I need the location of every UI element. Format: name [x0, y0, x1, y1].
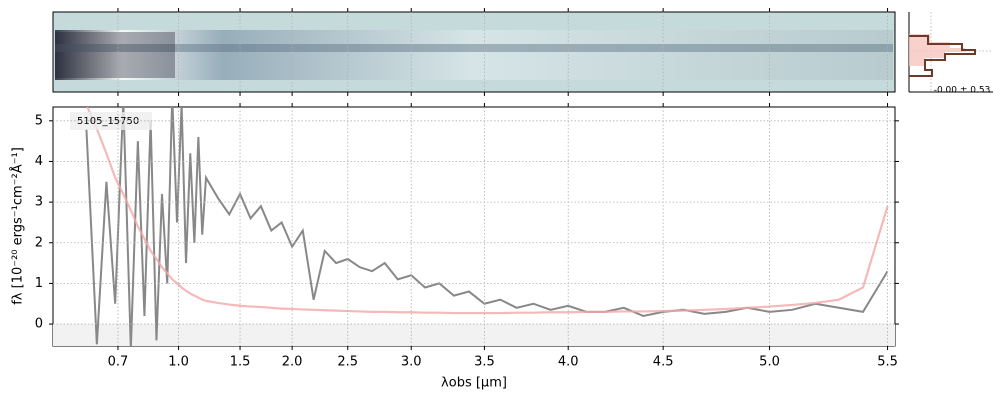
- y-tick-label: 2: [35, 235, 43, 250]
- x-tick-label: 3.5: [474, 355, 495, 370]
- series-line: [85, 107, 889, 346]
- x-tick-label: 3.0: [401, 355, 422, 370]
- object-label: 5105_15750: [77, 116, 139, 127]
- x-tick-label: 1.5: [230, 355, 251, 370]
- x-tick-label: 5.0: [759, 355, 780, 370]
- negative-band: [53, 324, 895, 346]
- x-axis-label: λobs [μm]: [441, 376, 507, 391]
- spectrum-2d-panel: [52, 11, 896, 93]
- x-tick-label: 1.0: [168, 355, 189, 370]
- x-tick-label: 2.0: [282, 355, 303, 370]
- x-tick-label: 4.5: [653, 355, 674, 370]
- x-tick-label: 2.5: [337, 355, 358, 370]
- x-tick-label: 4.0: [558, 355, 579, 370]
- x-tick-label: 0.7: [108, 355, 129, 370]
- series-line: [86, 107, 889, 315]
- plot-area: [53, 107, 895, 346]
- label-box: [70, 112, 152, 130]
- x-tick-label: 5.5: [877, 355, 898, 370]
- y-axis-label: fλ [10⁻²⁰ ergs⁻¹cm⁻²Å⁻¹]: [10, 147, 26, 305]
- y-tick-label: 3: [35, 195, 43, 210]
- y-tick-label: 5: [35, 113, 43, 128]
- y-tick-label: 0: [35, 317, 43, 332]
- y-tick-label: 1: [35, 276, 43, 291]
- y-tick-label: 4: [35, 154, 43, 169]
- histogram-label: -0.00 ± 0.53: [934, 86, 991, 96]
- histogram-panel: -0.00 ± 0.53: [908, 12, 993, 96]
